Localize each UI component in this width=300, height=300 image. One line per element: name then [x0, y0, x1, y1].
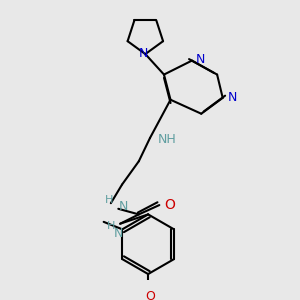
- Text: N: N: [114, 226, 123, 239]
- Text: O: O: [145, 290, 155, 300]
- Text: NH: NH: [158, 133, 176, 146]
- Text: N: N: [139, 46, 148, 60]
- Text: H: H: [107, 220, 115, 231]
- Text: O: O: [164, 198, 175, 212]
- Text: H: H: [105, 195, 113, 206]
- Text: N: N: [227, 92, 237, 104]
- Text: N: N: [196, 53, 205, 66]
- Text: N: N: [118, 200, 128, 213]
